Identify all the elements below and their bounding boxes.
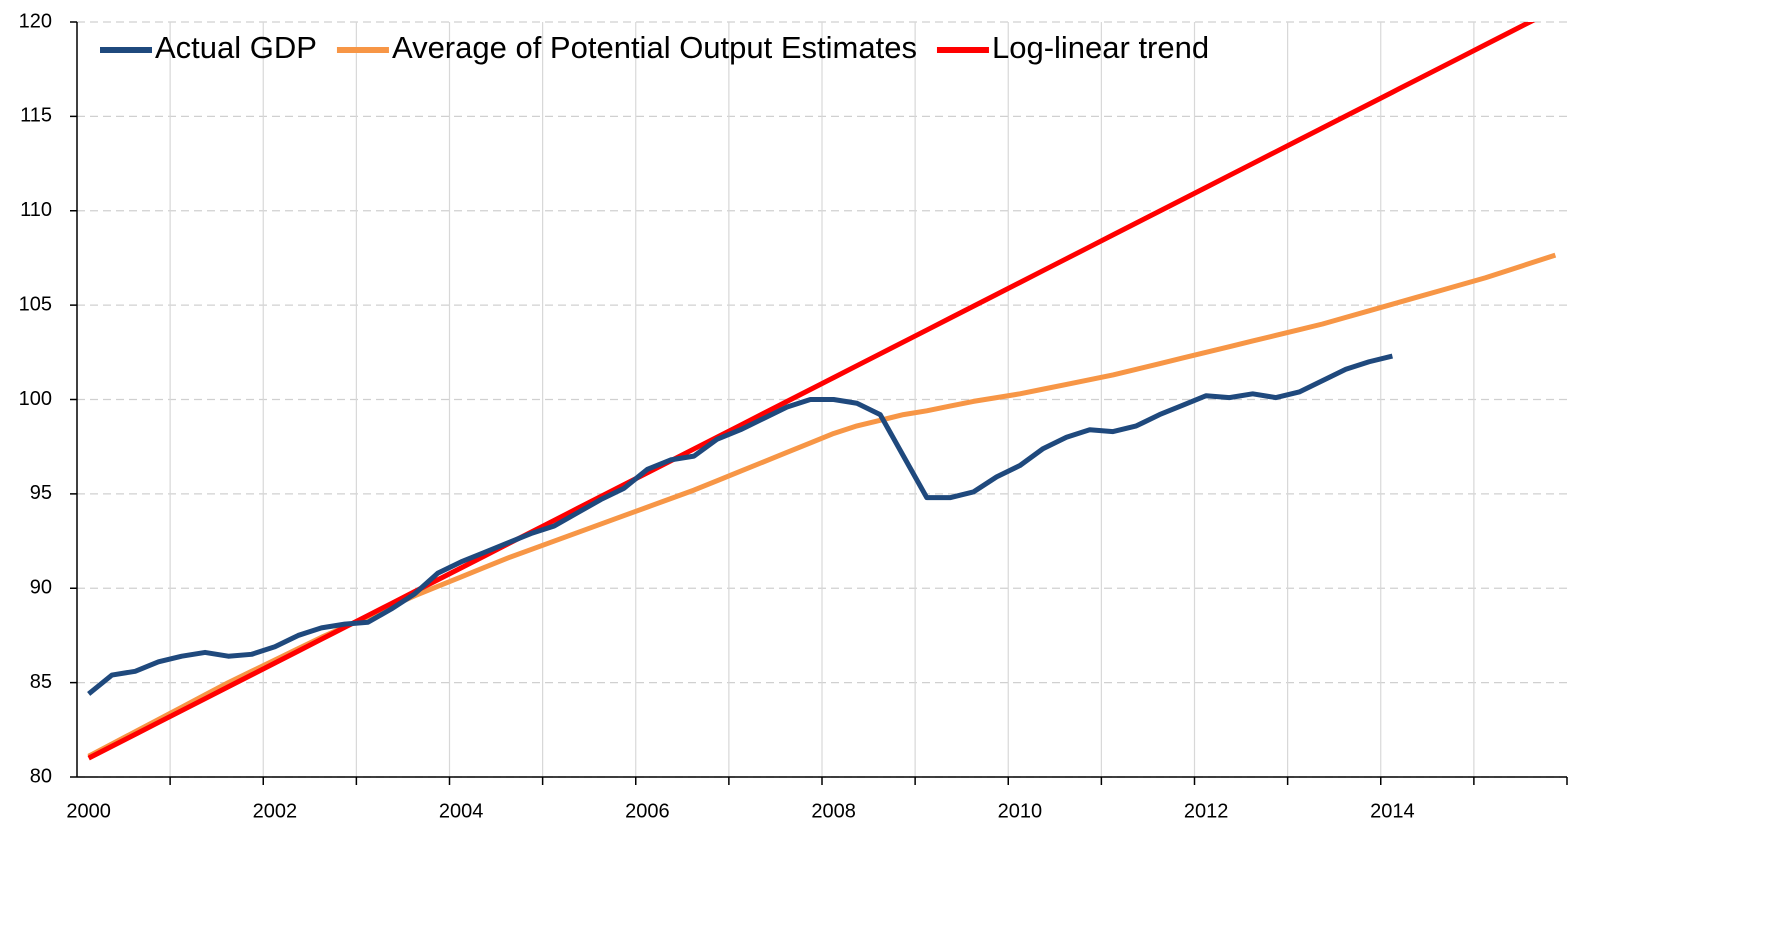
legend-label: Average of Potential Output Estimates [392,30,917,65]
y-tick-label: 120 [19,10,52,32]
y-tick-label: 110 [20,199,52,221]
y-tick-label: 115 [20,105,52,127]
y-tick-label: 85 [30,671,52,693]
legend-label: Actual GDP [155,30,317,65]
series-line [87,22,1536,761]
y-tick-label: 100 [19,388,52,410]
x-tick-label: 2012 [1184,800,1229,822]
y-tick-label: 95 [30,482,52,504]
x-tick-label: 2000 [66,800,111,822]
legend-label: Log-linear trend [992,30,1209,65]
legend: Actual GDP Average of Potential Output Es… [100,30,1209,65]
plot-area [87,22,1557,761]
x-tick-label: 2008 [811,800,856,822]
series-line [87,353,1393,696]
axes: 80 85 90 95 100 105 110 115 120 2000 2002 2004 2006 2… [19,10,1568,822]
x-tick-label: 2004 [439,800,484,822]
x-tick-label: 2014 [1370,800,1415,822]
x-tick-label: 2002 [253,800,298,822]
grid [77,21,1567,778]
x-tick-label: 2010 [998,800,1043,822]
y-tick-label: 105 [19,293,52,315]
x-tick-label: 2006 [625,800,670,822]
y-tick-label: 80 [30,765,52,787]
y-tick-label: 90 [30,577,52,599]
